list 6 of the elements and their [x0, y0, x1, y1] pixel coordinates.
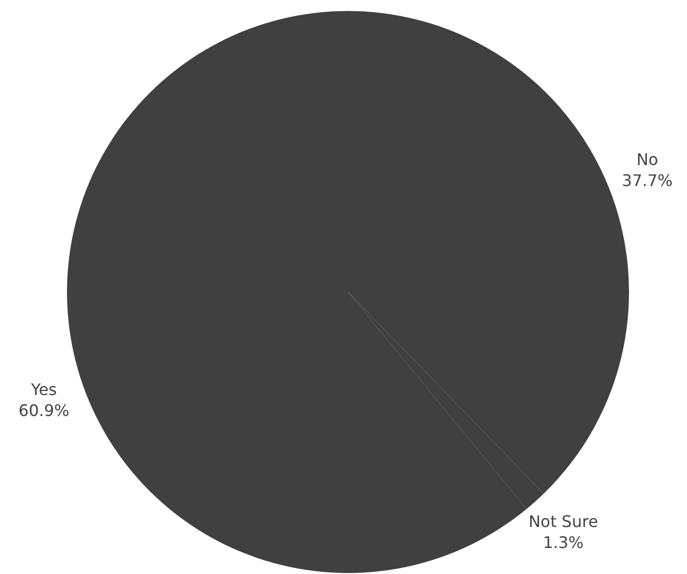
slice-label: Not Sure — [528, 512, 598, 531]
data-label: 1.3% — [542, 532, 584, 552]
slice-label: Yes — [30, 380, 57, 400]
slice-label: No — [636, 150, 658, 169]
data-label: 60.9% — [18, 401, 70, 420]
data-label: 37.7% — [622, 170, 673, 190]
